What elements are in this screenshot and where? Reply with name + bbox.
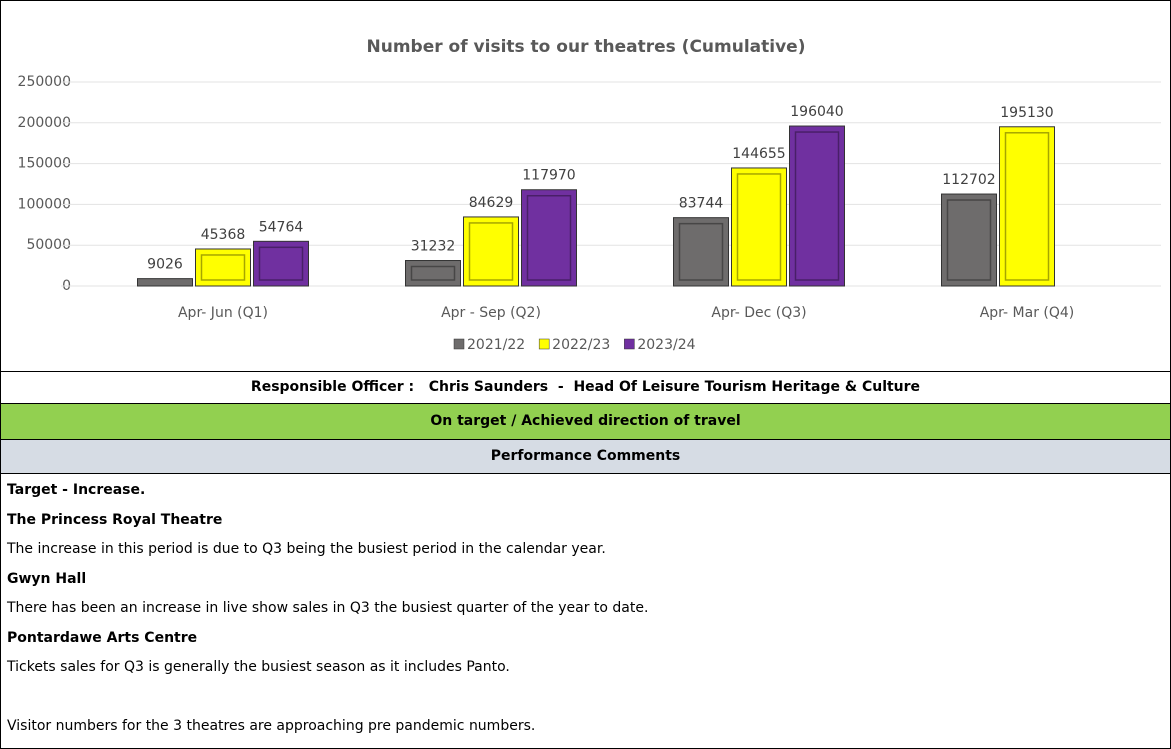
y-tick-label: 150000	[18, 156, 71, 172]
legend-swatch	[538, 338, 550, 350]
bar-bevel	[1004, 132, 1050, 281]
data-label: 117970	[522, 168, 575, 184]
section-text: Tickets sales for Q3 is generally the bu…	[7, 659, 510, 675]
note: Visitor numbers for the 3 theatres are a…	[7, 718, 536, 734]
x-tick-label: Apr- Dec (Q3)	[711, 305, 806, 321]
bar	[999, 126, 1055, 287]
bar	[463, 216, 519, 287]
legend-label: 2021/22	[467, 337, 525, 353]
data-label: 9026	[147, 257, 183, 273]
bar-bevel	[468, 222, 514, 281]
data-label: 31232	[411, 239, 456, 255]
x-tick-label: Apr- Mar (Q4)	[980, 305, 1075, 321]
y-tick-label: 50000	[26, 237, 71, 253]
bar	[789, 125, 845, 287]
chart-title: Number of visits to our theatres (Cumula…	[367, 37, 806, 57]
section-text: There has been an increase in live show …	[7, 600, 649, 616]
legend-swatch	[624, 338, 635, 350]
bar	[521, 189, 577, 287]
data-label: 84629	[469, 195, 514, 211]
data-label: 195130	[1000, 105, 1053, 121]
data-label: 83744	[679, 196, 724, 212]
bar-bevel	[678, 222, 724, 281]
data-label: 196040	[790, 104, 843, 120]
y-tick-label: 250000	[18, 74, 71, 90]
section-heading: Pontardawe Arts Centre	[7, 629, 198, 646]
bar	[673, 217, 729, 287]
bar-bevel	[946, 199, 992, 281]
y-tick-label: 100000	[18, 196, 71, 212]
data-label: 144655	[732, 146, 785, 162]
bar-bevel	[258, 246, 304, 281]
officer-row: Responsible Officer : Chris Saunders - H…	[1, 371, 1170, 403]
bar-bevel	[200, 254, 246, 281]
bar	[137, 278, 193, 287]
bar	[195, 248, 251, 287]
comments-heading: Performance Comments	[1, 439, 1170, 474]
data-label: 45368	[201, 227, 246, 243]
bar	[405, 260, 461, 287]
bar-bevel	[794, 131, 840, 281]
legend-swatch	[453, 338, 465, 350]
section-text: The increase in this period is due to Q3…	[7, 541, 606, 557]
section-heading: Gwyn Hall	[7, 570, 87, 587]
x-tick-label: Apr - Sep (Q2)	[441, 305, 541, 321]
chart: Number of visits to our theatres (Cumula…	[18, 37, 1161, 353]
section-heading: The Princess Royal Theatre	[7, 511, 223, 528]
x-tick-label: Apr- Jun (Q1)	[178, 305, 268, 321]
data-label: 112702	[942, 172, 995, 188]
bar-bevel	[526, 194, 572, 281]
data-label: 54764	[259, 219, 304, 235]
legend-label: 2022/23	[552, 337, 610, 353]
bar-bevel	[410, 265, 456, 281]
status-row: On target / Achieved direction of travel	[1, 403, 1170, 439]
bar	[731, 167, 787, 287]
y-tick-label: 200000	[18, 115, 71, 131]
legend-label: 2023/24	[637, 337, 695, 353]
bar-bevel	[736, 173, 782, 281]
bar	[941, 193, 997, 287]
bar	[253, 240, 309, 287]
comments: Target - Increase. The Princess Royal Th…	[1, 474, 1170, 742]
target: Target - Increase.	[7, 482, 146, 498]
